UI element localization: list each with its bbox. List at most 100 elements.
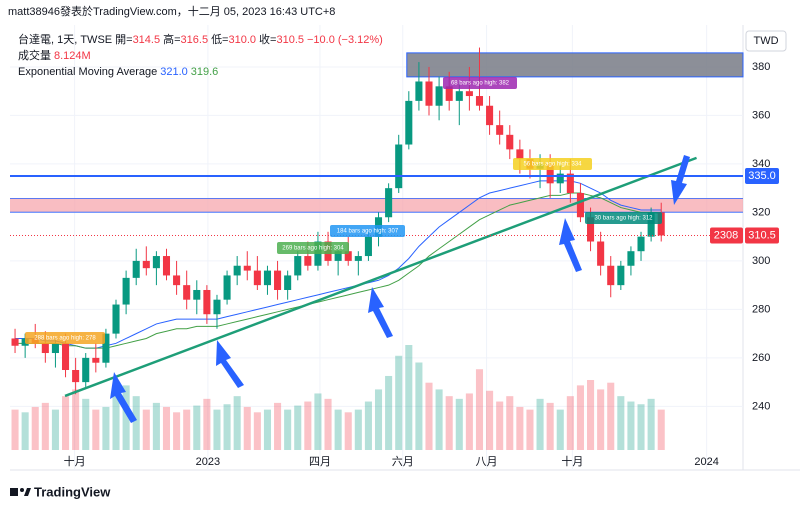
volume-bar — [627, 401, 635, 450]
candle-body — [132, 260, 140, 278]
volume-bar — [486, 390, 494, 450]
y-tick-label: 260 — [752, 352, 770, 364]
volume-bar — [11, 409, 19, 450]
volume-bar — [92, 409, 100, 450]
candle-body — [344, 251, 352, 261]
volume-bar — [475, 369, 484, 450]
volume-bar — [72, 389, 80, 450]
annotation-box — [330, 225, 405, 237]
ema-label: Exponential Moving Average — [18, 66, 157, 78]
volume-bar — [587, 380, 595, 450]
volume-label: 成交量 — [18, 48, 51, 62]
volume-bar — [607, 382, 615, 450]
candle-body — [284, 275, 292, 290]
volume-bar — [617, 396, 625, 450]
volume-bar — [61, 396, 70, 450]
annotation: 184 bars ago high: 307 — [337, 229, 399, 235]
volume-bar — [284, 409, 292, 450]
x-tick-label: 八月 — [476, 456, 498, 468]
candle-body — [213, 299, 221, 315]
y-tick-label: 380 — [752, 61, 770, 73]
trendline — [64, 156, 697, 398]
volume-bar — [51, 409, 59, 450]
field-value: 314.5 — [133, 34, 161, 46]
volume-bar — [597, 389, 605, 450]
candle-body — [253, 270, 261, 286]
volume-bar — [324, 398, 332, 450]
candle-body — [607, 265, 615, 286]
candle-body — [173, 275, 181, 286]
candle-body — [546, 163, 554, 184]
candle-body — [162, 256, 171, 276]
candle-body — [405, 100, 413, 145]
candle-body — [576, 193, 584, 218]
volume-bar — [183, 409, 191, 450]
ema-line — [15, 192, 662, 349]
candle-body — [51, 343, 59, 354]
currency-box[interactable] — [745, 30, 787, 52]
volume-bar — [395, 355, 403, 450]
author-line: matt38946發表於TradingView.com，十二月 05, 2023… — [8, 4, 335, 18]
annotation-box — [277, 242, 349, 254]
annotation: 269 bars ago high: 304 — [282, 246, 344, 252]
y-tick-label: 280 — [752, 303, 770, 315]
annotation-box — [443, 77, 517, 89]
volume-bar — [556, 409, 564, 450]
volume-bar — [162, 406, 171, 450]
arrows — [110, 155, 690, 423]
candle-body — [647, 212, 655, 237]
candle-body — [243, 265, 251, 271]
annotation-box — [585, 212, 662, 224]
countdown-tag — [710, 227, 743, 244]
candle-body — [385, 188, 393, 218]
candle-body — [72, 369, 80, 383]
x-tick-label: 十月 — [64, 454, 86, 468]
y-tick-label: 340 — [752, 158, 770, 170]
currency[interactable]: TWD — [753, 35, 778, 47]
volume-bar — [647, 398, 655, 450]
candle-body — [617, 265, 625, 286]
volume-bar — [102, 406, 110, 450]
field-label: 高= — [163, 32, 180, 46]
volume-bar — [152, 402, 160, 450]
field-value: 316.5 — [181, 34, 209, 46]
candle-body — [486, 105, 494, 126]
annotation: 30 bars ago high: 312 — [594, 216, 653, 222]
logo-mark — [10, 488, 18, 496]
candle-body — [41, 343, 49, 354]
candle-body — [233, 265, 241, 276]
candle-body — [465, 91, 473, 97]
volume-bar — [31, 406, 39, 450]
candle-body — [627, 251, 635, 266]
candle-body — [506, 134, 514, 150]
currency-button[interactable]: TWD — [745, 30, 787, 52]
candle-body — [203, 289, 211, 315]
candle-body — [61, 343, 70, 370]
ema-value: 319.6 — [191, 66, 219, 78]
volume-bar — [274, 402, 282, 450]
candle-body — [587, 217, 595, 242]
candle-body — [92, 357, 100, 363]
volume-bar — [41, 402, 49, 450]
annotation: 56 bars ago high: 334 — [523, 162, 582, 168]
resistance-box — [406, 52, 744, 78]
y-tick-label: 300 — [752, 255, 770, 267]
volume-bar — [405, 345, 413, 450]
price-label: 310.5 — [748, 229, 776, 241]
plot: 240 260 280 300 320 340 360 380 十月 2023 四月 六月 八月 十月 20… — [10, 25, 779, 470]
field-label: 收= — [259, 32, 276, 46]
volume-bar — [385, 375, 393, 450]
candle-body — [597, 241, 605, 266]
volume-bar — [445, 396, 453, 450]
annotation-box — [25, 332, 105, 344]
candle-body — [445, 86, 453, 101]
candle-body — [334, 251, 342, 261]
candle-body — [415, 81, 423, 101]
arrow — [559, 218, 582, 272]
candle-body — [455, 91, 463, 101]
logo-mark — [24, 488, 31, 496]
volume-bar — [364, 401, 372, 450]
volume-bar — [122, 385, 130, 450]
volume-bar — [576, 385, 584, 450]
